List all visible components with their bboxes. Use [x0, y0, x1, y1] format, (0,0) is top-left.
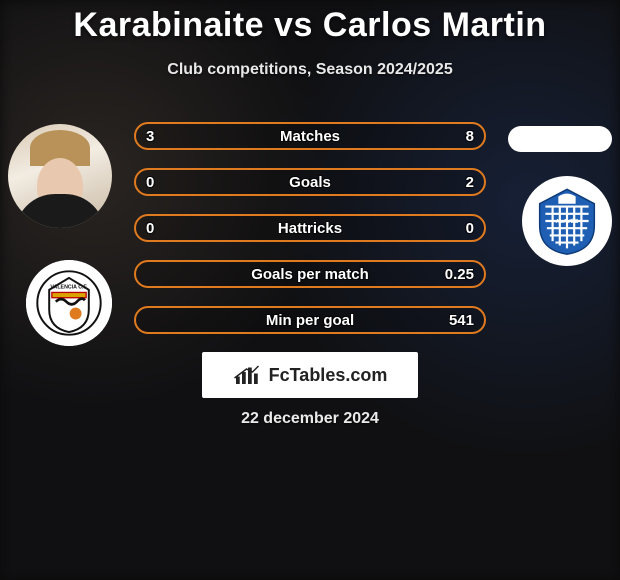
stat-right-value: 0 [466, 220, 474, 237]
stat-label: Hattricks [136, 220, 484, 237]
bar-chart-icon [233, 363, 263, 387]
stat-label: Goals per match [136, 266, 484, 283]
valencia-badge: VALENCIA C.F. [26, 260, 112, 346]
player-right-pill [508, 126, 612, 152]
stats-container: 3 Matches 8 0 Goals 2 0 Hattricks 0 Goal… [134, 122, 486, 334]
valencia-badge-icon: VALENCIA C.F. [36, 270, 102, 336]
stat-right-value: 541 [449, 312, 474, 329]
stat-row-gpm: Goals per match 0.25 [134, 260, 486, 288]
player-left-avatar [8, 124, 112, 228]
watermark-text: FcTables.com [269, 365, 388, 386]
page-subtitle: Club competitions, Season 2024/2025 [0, 61, 620, 79]
stat-right-value: 8 [466, 128, 474, 145]
watermark: FcTables.com [202, 352, 418, 398]
date-text: 22 december 2024 [0, 410, 620, 428]
stat-label: Matches [136, 128, 484, 145]
stat-left-value: 3 [146, 128, 154, 145]
stat-row-matches: 3 Matches 8 [134, 122, 486, 150]
stat-label: Goals [136, 174, 484, 191]
svg-text:VALENCIA C.F.: VALENCIA C.F. [50, 284, 88, 290]
stat-row-mpg: Min per goal 541 [134, 306, 486, 334]
alaves-badge-icon: ALAVÉS [531, 185, 603, 257]
stat-left-value: 0 [146, 220, 154, 237]
stat-row-hattricks: 0 Hattricks 0 [134, 214, 486, 242]
alaves-badge: ALAVÉS [522, 176, 612, 266]
stat-row-goals: 0 Goals 2 [134, 168, 486, 196]
stat-label: Min per goal [136, 312, 484, 329]
infographic-root: Karabinaite vs Carlos Martin Club compet… [0, 0, 620, 580]
stat-right-value: 2 [466, 174, 474, 191]
stat-right-value: 0.25 [445, 266, 474, 283]
page-title: Karabinaite vs Carlos Martin [0, 0, 620, 45]
stat-left-value: 0 [146, 174, 154, 191]
